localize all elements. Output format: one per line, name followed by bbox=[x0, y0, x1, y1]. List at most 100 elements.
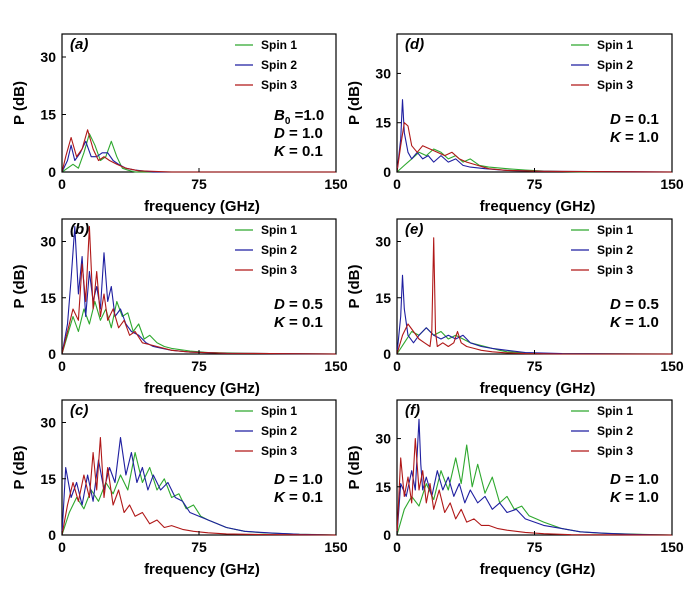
x-axis-label: frequency (GHz) bbox=[480, 561, 596, 578]
y-axis-label: P (dB) bbox=[11, 446, 28, 490]
x-axis-label: frequency (GHz) bbox=[144, 380, 260, 397]
y-tick-label: 30 bbox=[375, 431, 391, 447]
y-axis-label: P (dB) bbox=[346, 81, 363, 125]
series-line-spin-3 bbox=[396, 122, 673, 173]
y-tick-label: 0 bbox=[48, 527, 56, 543]
x-tick-label: 75 bbox=[527, 176, 543, 192]
legend-entry: Spin 1 bbox=[261, 38, 297, 52]
y-axis-label: P (dB) bbox=[346, 265, 363, 309]
legend-entry: Spin 3 bbox=[597, 263, 633, 277]
x-tick-label: 0 bbox=[393, 176, 401, 192]
x-tick-label: 150 bbox=[324, 176, 348, 192]
legend-entry: Spin 2 bbox=[261, 243, 297, 257]
y-tick-label: 0 bbox=[383, 527, 391, 543]
x-axis-label: frequency (GHz) bbox=[144, 561, 260, 578]
legend-entry: Spin 1 bbox=[261, 223, 297, 237]
y-tick-label: 15 bbox=[40, 107, 56, 123]
legend-entry: Spin 2 bbox=[597, 424, 633, 438]
panel-c: 0 75 150 0 15 30 frequency (GHz) P (dB) (c) Spin … bbox=[11, 399, 348, 578]
parameter-label: K = 1.0 bbox=[610, 314, 659, 331]
panel-label: (a) bbox=[70, 36, 88, 53]
series-line-spin-2 bbox=[396, 274, 673, 355]
panel-e: 0 75 150 0 15 30 frequency (GHz) P (dB) (e) Spin … bbox=[346, 218, 684, 397]
parameter-label: K = 1.0 bbox=[610, 489, 659, 506]
y-axis-label: P (dB) bbox=[346, 446, 363, 490]
plot-frame bbox=[396, 399, 673, 536]
legend-entry: Spin 1 bbox=[261, 404, 297, 418]
panel-d: 0 75 150 0 15 30 frequency (GHz) P (dB) (d) Spin … bbox=[346, 33, 684, 215]
y-axis-label: P (dB) bbox=[11, 81, 28, 125]
panel-label: (b) bbox=[70, 221, 89, 238]
parameter-label: B0 =1.0 bbox=[274, 107, 324, 127]
y-tick-label: 30 bbox=[375, 65, 391, 81]
y-tick-label: 0 bbox=[48, 164, 56, 180]
parameter-label: K = 1.0 bbox=[610, 129, 659, 146]
parameter-label: D = 1.0 bbox=[274, 471, 323, 488]
y-tick-label: 15 bbox=[375, 479, 391, 495]
y-tick-label: 15 bbox=[375, 290, 391, 306]
y-tick-label: 0 bbox=[48, 346, 56, 362]
plot-frame bbox=[61, 399, 337, 536]
parameter-label: K = 0.1 bbox=[274, 489, 323, 506]
series-line-spin-3 bbox=[396, 237, 672, 355]
y-tick-label: 0 bbox=[383, 164, 391, 180]
x-tick-label: 75 bbox=[527, 358, 543, 374]
parameter-label: D = 0.5 bbox=[274, 296, 323, 313]
legend-entry: Spin 3 bbox=[597, 78, 633, 92]
panel-label: (c) bbox=[70, 402, 88, 419]
panel-b: 0 75 150 0 15 30 frequency (GHz) P (dB) (b) Spin … bbox=[11, 218, 348, 397]
x-axis-label: frequency (GHz) bbox=[480, 198, 596, 215]
panel-label: (e) bbox=[405, 221, 423, 238]
x-tick-label: 0 bbox=[393, 358, 401, 374]
parameter-label: D = 1.0 bbox=[610, 471, 659, 488]
plot-frame bbox=[396, 218, 673, 355]
legend-entry: Spin 1 bbox=[597, 404, 633, 418]
series-line-spin-2 bbox=[61, 436, 337, 536]
y-tick-label: 15 bbox=[40, 290, 56, 306]
y-tick-label: 30 bbox=[375, 234, 391, 250]
legend-entry: Spin 2 bbox=[597, 243, 633, 257]
legend-entry: Spin 2 bbox=[597, 58, 633, 72]
x-tick-label: 150 bbox=[660, 539, 684, 555]
legend-entry: Spin 3 bbox=[597, 444, 633, 458]
series-line-spin-1 bbox=[61, 300, 337, 355]
series-line-spin-3 bbox=[61, 436, 337, 536]
x-axis-label: frequency (GHz) bbox=[144, 198, 260, 215]
series-line-spin-2 bbox=[396, 99, 673, 173]
legend-entry: Spin 2 bbox=[261, 58, 297, 72]
series-line-spin-3 bbox=[61, 129, 336, 173]
legend-entry: Spin 2 bbox=[261, 424, 297, 438]
legend-entry: Spin 1 bbox=[597, 223, 633, 237]
panel-label: (d) bbox=[405, 36, 424, 53]
y-tick-label: 30 bbox=[40, 234, 56, 250]
x-tick-label: 0 bbox=[58, 358, 66, 374]
series-line-spin-3 bbox=[61, 225, 337, 355]
x-tick-label: 150 bbox=[660, 358, 684, 374]
legend-entry: Spin 3 bbox=[261, 444, 297, 458]
x-tick-label: 75 bbox=[191, 539, 207, 555]
x-tick-label: 0 bbox=[58, 539, 66, 555]
y-tick-label: 15 bbox=[375, 115, 391, 131]
y-tick-label: 30 bbox=[40, 415, 56, 431]
parameter-label: D = 1.0 bbox=[274, 125, 323, 142]
plot-frame bbox=[61, 218, 337, 355]
x-tick-label: 150 bbox=[660, 176, 684, 192]
legend-entry: Spin 3 bbox=[261, 78, 297, 92]
x-axis-label: frequency (GHz) bbox=[480, 380, 596, 397]
series-line-spin-3 bbox=[396, 438, 673, 536]
panel-label: (f) bbox=[405, 402, 420, 419]
x-tick-label: 150 bbox=[324, 539, 348, 555]
legend-entry: Spin 1 bbox=[597, 38, 633, 52]
parameter-label: D = 0.1 bbox=[610, 111, 659, 128]
x-tick-label: 75 bbox=[191, 176, 207, 192]
x-tick-label: 0 bbox=[393, 539, 401, 555]
y-tick-label: 15 bbox=[40, 471, 56, 487]
parameter-label: K = 0.1 bbox=[274, 143, 323, 160]
y-tick-label: 30 bbox=[40, 49, 56, 65]
x-tick-label: 75 bbox=[527, 539, 543, 555]
panel-a: 0 75 150 0 15 30 frequency (GHz) P (dB) (a) Spin … bbox=[11, 33, 348, 215]
parameter-label: D = 0.5 bbox=[610, 296, 659, 313]
series-line-spin-2 bbox=[396, 418, 673, 536]
parameter-label: K = 0.1 bbox=[274, 314, 323, 331]
